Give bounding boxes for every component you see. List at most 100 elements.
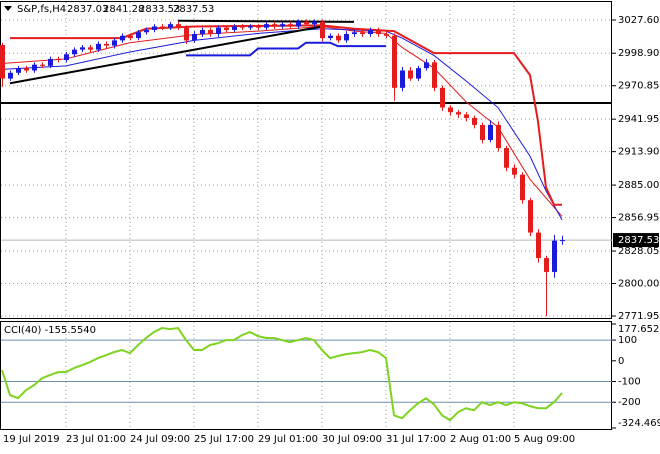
candle-body [440,87,445,108]
candle-body [560,240,565,242]
candle-body [352,32,357,35]
overlay-line [9,25,323,85]
x-tick-label: 31 Jul 17:00 [386,434,446,445]
candle-body [296,21,301,27]
candle-body [136,32,141,39]
candle-body [328,35,333,39]
candle-body [376,29,381,35]
candle-body [56,58,61,61]
candle-body [200,29,205,35]
overlay-line [186,41,386,57]
y-tick-label: 177.6525 [618,324,660,335]
candle-body [168,24,173,28]
menu-triangle[interactable] [4,6,12,11]
y-tick-label: -100 [618,377,641,388]
y-tick-label: -200 [618,397,641,408]
cci-pane-frame [0,321,612,430]
candle-body [96,43,101,50]
candle-body [488,124,493,140]
candle-body [216,27,221,35]
candle-body [112,40,117,46]
candle-body [552,240,557,272]
x-tick-label: 29 Jul 01:00 [258,434,318,445]
candle-body [192,34,197,41]
candle-body [48,58,53,66]
y-tick-label: 100 [618,335,637,346]
candle-body [416,68,421,79]
candle-body [464,114,469,118]
candle-body [120,35,125,41]
candle-body [336,35,341,41]
candle-body [160,26,165,28]
x-tick-label: 23 Jul 01:00 [66,434,126,445]
candle-body [152,26,157,30]
y-tick-label: 2771.95 [618,311,659,322]
ohlc-high: 2841.28 [103,4,144,15]
y-tick-label: 2856.95 [618,213,659,224]
candle-body [144,29,149,33]
candle-body [256,26,261,28]
y-tick-label: 2998.90 [618,48,659,59]
candle-body [80,47,85,50]
candle-body [320,21,325,39]
candle-body [472,117,477,125]
current-price-label: 2837.53 [618,235,659,246]
candle-body [272,24,277,27]
ohlc-low: 2833.53 [139,4,180,15]
candle-body [384,34,389,36]
candle-body [176,24,181,28]
candle-body [24,68,29,71]
candle-body [16,68,21,73]
candle-body [544,258,549,272]
candle-body [512,167,517,175]
candle-body [520,174,525,201]
candle-body [400,70,405,88]
x-tick-label: 2 Aug 01:00 [450,434,511,445]
y-tick-label: 2800.00 [618,279,659,290]
symbol-label: S&P,fs,H4 [17,4,66,15]
x-tick-label: 30 Jul 09:00 [322,434,382,445]
candle-body [448,107,453,113]
y-tick-label: 2970.85 [618,81,659,92]
ohlc-open: 2837.03 [67,4,108,15]
y-tick-label: 2913.90 [618,147,659,158]
candle-body [280,24,285,27]
candle-body [0,45,5,79]
x-tick-label: 25 Jul 17:00 [194,434,254,445]
candle-body [408,70,413,79]
candle-body [360,32,365,35]
candle-body [232,26,237,30]
candle-body [312,21,317,25]
x-tick-label: 24 Jul 09:00 [130,434,190,445]
candle-body [32,64,37,71]
y-tick-label: 2885.00 [618,180,659,191]
cci-label: CCI(40) -155.5540 [4,325,96,336]
x-tick-label: 19 Jul 2019 [3,434,60,445]
candle-body [536,232,541,259]
candle-body [392,35,397,88]
candle-body [224,27,229,30]
main-pane-frame [0,1,612,319]
candle-body [456,112,461,115]
current-price-box [613,233,659,248]
ohlc-close: 2837.53 [173,4,214,15]
y-tick-label: 2828.05 [618,246,659,257]
candle-body [64,54,69,61]
candle-body [40,64,45,66]
candle-body [424,62,429,69]
x-tick-label: 5 Aug 09:00 [514,434,575,445]
candle-body [248,26,253,28]
candle-body [8,72,13,79]
candle-body [288,24,293,27]
candle-body [344,34,349,41]
candle-body [264,24,269,28]
y-tick-label: 0 [618,356,624,367]
candle-body [432,62,437,88]
candle-body [208,29,213,35]
candle-body [72,49,77,55]
candle-body [528,200,533,233]
candle-body [88,47,93,50]
